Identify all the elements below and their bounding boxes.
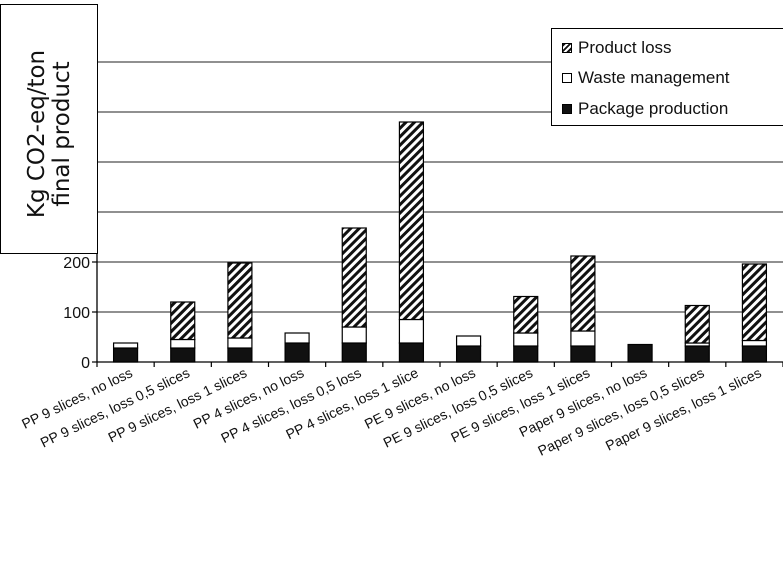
bar-segment-waste-management [170,338,196,349]
legend: Product loss Waste management Package pr… [551,28,783,126]
bar-segment-package-production [341,342,367,363]
y-axis-label-line-2: final product [49,61,75,207]
y-tick-label: 200 [63,255,90,272]
bar-segment-waste-management [341,326,367,344]
legend-label: Product loss [578,38,672,57]
y-axis-label-box: Kg CO2-eq/ton final product [0,4,98,254]
bar-segment-package-production [513,345,539,363]
bar-segment-package-production [398,342,425,363]
y-axis-label-line-1: Kg CO2-eq/ton [24,49,50,219]
y-tick-label: 100 [63,305,90,322]
bar-segment-package-production [112,347,139,363]
bar-segment-product-loss [341,227,367,328]
bar-segment-product-loss [398,121,425,321]
bar-segment-product-loss [227,262,253,339]
legend-item-product-loss: Product loss [562,37,672,59]
bar-segment-package-production [227,347,253,363]
bar-segment-product-loss [684,304,710,344]
bar-segment-product-loss [570,255,596,332]
bar-segment-package-production [170,347,196,363]
legend-item-package-production: Package production [562,98,728,120]
bar-segment-product-loss [170,301,196,341]
legend-swatch-white [562,73,572,83]
bar-segment-package-production [455,345,482,363]
bar-segment-waste-management [570,330,596,347]
bar-segment-waste-management [513,332,539,347]
bar-segment-product-loss [513,295,539,334]
bar-segment-waste-management [455,335,482,347]
legend-label: Package production [578,99,729,118]
bar-segment-package-production [741,345,768,363]
bar-segment-package-production [570,345,596,363]
legend-swatch-black [562,104,572,114]
legend-swatch-hatched [562,43,572,53]
bar-segment-waste-management [284,332,310,344]
bar-segment-waste-management [112,342,139,349]
legend-label: Waste management [578,68,730,87]
bar-segment-waste-management [741,339,768,347]
legend-item-waste-management: Waste management [562,67,730,89]
bar-segment-package-production [684,345,710,363]
y-tick-label: 0 [81,355,90,372]
bar-segment-package-production [284,342,310,363]
bar-segment-waste-management [398,318,425,344]
bars [112,121,768,363]
bar-segment-package-production [627,343,653,363]
bar-segment-waste-management [227,337,253,349]
bar-segment-product-loss [741,263,768,342]
y-axis-label: Kg CO2-eq/ton final product [24,49,75,219]
gridlines [97,61,783,313]
